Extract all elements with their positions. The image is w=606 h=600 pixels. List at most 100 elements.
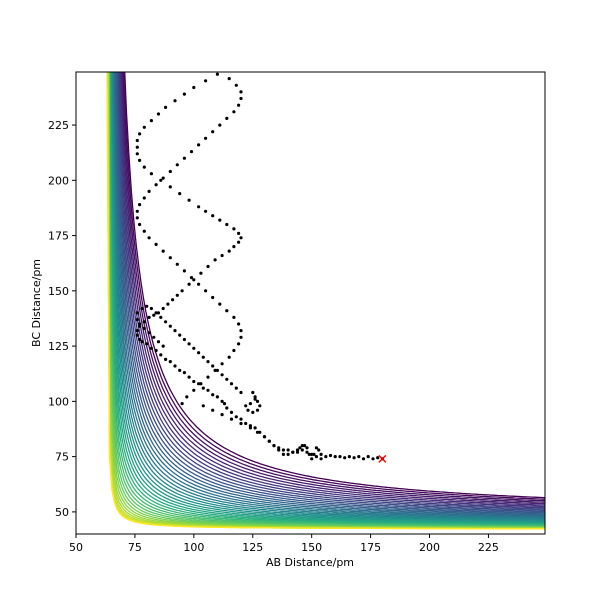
trajectory-point <box>135 311 139 315</box>
trajectory-point <box>237 322 241 326</box>
contour-line <box>118 72 545 508</box>
trajectory-point <box>168 360 172 364</box>
trajectory-point <box>253 395 257 399</box>
trajectory-point <box>147 331 151 335</box>
trajectory-point <box>281 452 285 456</box>
trajectory-point <box>305 446 309 450</box>
trajectory-point <box>192 85 196 90</box>
contour-line <box>113 72 545 517</box>
trajectory-point <box>232 315 236 319</box>
trajectory-point <box>138 203 142 207</box>
trajectory-point <box>178 368 182 372</box>
trajectory-point <box>211 214 215 218</box>
y-tick-label: 50 <box>55 506 69 519</box>
trajectory-point <box>305 450 309 454</box>
trajectory-point <box>343 456 347 460</box>
trajectory-point <box>237 103 241 107</box>
trajectory-point <box>138 132 142 136</box>
trajectory-point <box>215 395 219 399</box>
trajectory-point <box>286 452 290 456</box>
trajectory-point <box>197 282 201 286</box>
trajectory-point <box>234 415 238 419</box>
trajectory-point <box>218 302 222 306</box>
trajectory-point <box>234 386 238 390</box>
trajectory-point <box>211 295 215 300</box>
trajectory-point <box>222 402 227 406</box>
trajectory-point <box>220 253 224 258</box>
trajectory-point <box>298 446 302 450</box>
trajectory-point <box>182 156 186 160</box>
trajectory-point <box>295 448 300 452</box>
trajectory-point <box>220 362 224 366</box>
contour-line <box>110 72 545 523</box>
trajectory-point <box>300 444 304 448</box>
trajectory-point <box>371 457 375 461</box>
trajectory-point <box>248 426 252 430</box>
trajectory-point <box>319 457 323 461</box>
trajectory-point <box>182 269 186 273</box>
contour-line <box>111 72 545 522</box>
trajectory-point <box>376 456 380 460</box>
trajectory-point <box>291 450 295 454</box>
trajectory-point <box>262 435 267 439</box>
x-tick-label: 200 <box>419 541 440 554</box>
contour-line <box>124 72 545 499</box>
trajectory-point <box>135 152 139 156</box>
x-axis-ticks: 50 75 100 125 150 175 200 225 <box>69 534 499 554</box>
trajectory-point <box>142 125 146 129</box>
trajectory-point <box>171 298 175 302</box>
trajectory-point <box>142 326 146 330</box>
y-tick-label: 200 <box>48 174 69 187</box>
trajectory-point <box>149 346 153 350</box>
trajectory-point <box>138 324 142 328</box>
trajectory-point <box>310 452 314 456</box>
trajectory-point <box>135 216 139 220</box>
contour-line <box>110 72 545 524</box>
trajectory-point <box>145 304 149 308</box>
trajectory-point <box>142 229 146 233</box>
contour-line <box>111 72 545 521</box>
trajectory-point <box>218 218 222 222</box>
trajectory-point <box>319 452 323 456</box>
trajectory-point <box>239 329 243 333</box>
trajectory-point <box>328 453 333 458</box>
trajectory-point <box>248 402 252 406</box>
trajectory-point <box>312 452 316 456</box>
trajectory-point <box>234 83 238 87</box>
plot-frame <box>75 71 546 535</box>
contour-line <box>113 72 545 518</box>
y-tick-label: 125 <box>48 340 69 353</box>
y-tick-label: 175 <box>48 230 69 243</box>
trajectory-point <box>175 293 179 297</box>
trajectory-point <box>211 364 215 368</box>
trajectory-point <box>244 404 248 408</box>
contour-line <box>121 72 545 503</box>
trajectory-point <box>173 99 177 103</box>
trajectory-point <box>361 457 366 461</box>
trajectory-point <box>147 236 151 240</box>
trajectory-point <box>232 245 236 249</box>
trajectory-point <box>204 209 208 213</box>
trajectory-point <box>178 192 182 196</box>
trajectory-point <box>135 333 139 337</box>
trajectory-point <box>180 289 184 293</box>
trajectory-point <box>213 258 217 262</box>
trajectory-point <box>175 163 179 167</box>
trajectory-point <box>142 165 146 169</box>
x-tick-label: 225 <box>478 541 499 554</box>
contour-line <box>114 72 545 515</box>
trajectory-point <box>135 318 139 322</box>
trajectory-point <box>213 368 217 372</box>
contour-line <box>117 72 545 510</box>
x-tick-label: 100 <box>183 541 204 554</box>
trajectory-point <box>204 136 208 140</box>
trajectory-point <box>281 448 285 452</box>
trajectory-point <box>251 390 255 395</box>
trajectory-point <box>239 417 243 421</box>
trajectory-point <box>324 455 328 459</box>
trajectory-point <box>206 360 210 364</box>
trajectory-point <box>192 388 196 392</box>
trajectory-point <box>314 455 318 459</box>
trajectory-points <box>135 72 384 461</box>
trajectory-point <box>317 448 321 452</box>
